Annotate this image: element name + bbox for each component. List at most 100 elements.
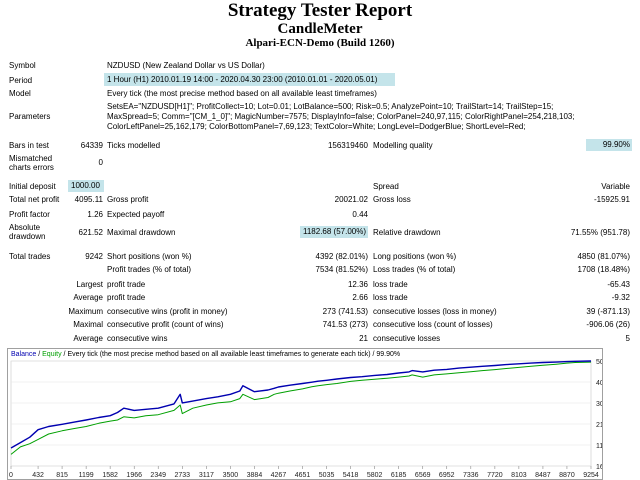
x-tick-label: 9254	[583, 472, 599, 479]
y-tick-label: 5049	[596, 359, 603, 366]
average-loss-value: -9.32	[611, 293, 630, 302]
x-tick-label: 0	[9, 472, 13, 479]
x-tick-label: 8870	[559, 472, 575, 479]
largest-profit-label: profit trade	[107, 280, 146, 289]
x-tick-label: 3884	[247, 472, 263, 479]
plot-area	[10, 360, 592, 467]
maximal-consecutive-loss-label: consecutive loss (count of losses)	[373, 320, 493, 329]
total-trades-value: 9242	[85, 252, 103, 261]
loss-trades-value: 1708 (18.48%)	[577, 265, 630, 274]
chart-legend: Balance / Equity / Every tick (the most …	[11, 350, 400, 359]
x-tick-label: 7336	[463, 472, 479, 479]
maximal-consecutive-loss-value: -906.06 (26)	[586, 320, 630, 329]
period-value: 1 Hour (H1) 2010.01.19 14:00 - 2020.04.3…	[104, 73, 395, 86]
gross-profit-label: Gross profit	[107, 195, 149, 204]
x-tick-label: 2349	[150, 472, 166, 479]
x-tick-label: 432	[32, 472, 44, 479]
average-label: Average	[73, 293, 103, 302]
avg-consecutive-wins-value: 21	[359, 334, 368, 343]
maximal-drawdown-label: Maximal drawdown	[107, 228, 176, 237]
loss-trades-label: Loss trades (% of total)	[373, 265, 456, 274]
y-tick-label: 3093	[596, 401, 603, 408]
largest-loss-label: loss trade	[373, 280, 408, 289]
average-profit-value: 2.66	[352, 293, 368, 302]
x-tick-label: 815	[56, 472, 68, 479]
short-positions-value: 4392 (82.01%)	[315, 252, 368, 261]
chart-canvas: 5049 4071 3093 2116 1138 160 0 432 815 1199 1582 19…	[9, 359, 603, 479]
x-tick-label: 6569	[415, 472, 431, 479]
average-loss-label: loss trade	[373, 293, 408, 302]
server-build: Alpari-ECN-Demo (Build 1260)	[245, 37, 395, 49]
mismatched-label: Mismatched	[9, 154, 53, 163]
x-tick-label: 1582	[102, 472, 118, 479]
report-title: Strategy Tester Report	[227, 0, 413, 21]
mismatched-label: charts errors	[9, 163, 54, 172]
model-value: Every tick (the most precise method base…	[107, 89, 377, 98]
x-tick-label: 5418	[343, 472, 359, 479]
x-tick-label: 6952	[439, 472, 455, 479]
profit-factor-label: Profit factor	[9, 210, 50, 219]
x-tick-label: 4267	[271, 472, 287, 479]
spread-label: Spread	[373, 182, 399, 191]
largest-loss-value: -65.43	[607, 280, 630, 289]
largest-profit-value: 12.36	[347, 280, 368, 289]
legend-description: / Every tick (the most precise method ba…	[61, 351, 401, 358]
x-tick-label: 5802	[367, 472, 383, 479]
initial-deposit-value: 1000.00	[68, 180, 104, 192]
parameters-line: SetsEA="NZDUSD[H1]"; ProfitCollect=10; L…	[107, 102, 554, 111]
x-tick-label: 8103	[511, 472, 527, 479]
quality-label: Modelling quality	[373, 141, 433, 150]
x-tick-label: 3117	[199, 472, 214, 479]
max-consecutive-wins-value: 273 (741.53)	[322, 307, 368, 316]
relative-drawdown-label: Relative drawdown	[373, 228, 441, 237]
legend-balance: Balance	[11, 351, 37, 358]
long-positions-label: Long positions (won %)	[373, 252, 457, 261]
absolute-drawdown-value: 621.52	[78, 228, 103, 237]
max-consecutive-wins-label: consecutive wins (profit in money)	[107, 307, 228, 316]
average-profit-label: profit trade	[107, 293, 146, 302]
profit-trades-value: 7534 (81.52%)	[315, 265, 368, 274]
symbol-value: NZDUSD (New Zealand Dollar vs US Dollar)	[107, 61, 265, 70]
expert-name: CandleMeter	[277, 21, 363, 37]
absolute-drawdown-label: drawdown	[9, 232, 46, 241]
absolute-drawdown-label: Absolute	[9, 223, 41, 232]
x-tick-label: 5035	[319, 472, 335, 479]
ticks-label: Ticks modelled	[107, 141, 161, 150]
y-tick-label: 1138	[596, 443, 603, 450]
x-tick-label: 3500	[223, 472, 239, 479]
model-label: Model	[9, 89, 31, 98]
avg-consecutive-wins-label: consecutive wins	[107, 334, 168, 343]
x-tick-label: 1966	[126, 472, 142, 479]
y-tick-label: 160	[596, 464, 603, 471]
maximal-consecutive-profit-label: consecutive profit (count of wins)	[107, 320, 224, 329]
maximum-label: Maximum	[68, 307, 103, 316]
gross-loss-label: Gross loss	[373, 195, 411, 204]
expected-payoff-value: 0.44	[352, 210, 368, 219]
initial-deposit-label: Initial deposit	[9, 182, 56, 191]
legend-equity: Equity	[42, 351, 62, 358]
parameters-line: MaxSpread=5; Comm="[CM_1_0]"; MagicNumbe…	[107, 112, 575, 121]
y-tick-label: 2116	[596, 422, 603, 429]
average-consecutive-label: Average	[73, 334, 103, 343]
balance-line	[10, 360, 592, 449]
net-profit-label: Total net profit	[9, 195, 60, 204]
bars-value: 64339	[80, 141, 103, 150]
parameters-label: Parameters	[9, 112, 51, 121]
balance-equity-chart: 5049 4071 3093 2116 1138 160 0 432 815 1199 1582 19…	[7, 348, 603, 480]
symbol-label: Symbol	[9, 61, 36, 70]
maximal-consecutive-profit-value: 741.53 (273)	[322, 320, 368, 329]
maximal-drawdown-value: 1182.68 (57.00%)	[300, 226, 368, 238]
avg-consecutive-losses-value: 5	[625, 334, 630, 343]
x-tick-label: 4651	[295, 472, 311, 479]
bars-label: Bars in test	[9, 141, 50, 150]
maximal-label: Maximal	[73, 320, 103, 329]
max-consecutive-losses-label: consecutive losses (loss in money)	[373, 307, 497, 316]
parameters-line: ColorLeftPanel=25,162,179; ColorBottomPa…	[107, 122, 526, 131]
gross-loss-value: -15925.91	[593, 195, 630, 204]
largest-label: Largest	[76, 280, 103, 289]
total-trades-label: Total trades	[9, 252, 51, 261]
expected-payoff-label: Expected payoff	[107, 210, 165, 219]
x-tick-label: 8487	[535, 472, 551, 479]
x-tick-label: 6185	[391, 472, 407, 479]
net-profit-value: 4095.11	[74, 195, 103, 204]
